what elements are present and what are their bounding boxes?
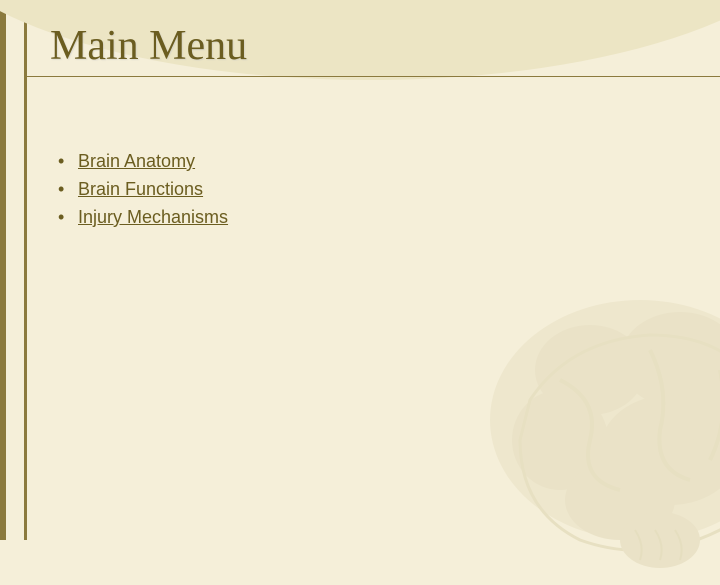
menu-link-brain-functions[interactable]: Brain Functions [78,179,203,199]
page-title: Main Menu [50,22,720,70]
list-item: Injury Mechanisms [74,204,720,232]
slide-content: Main Menu Brain Anatomy Brain Functions … [0,0,720,232]
list-item: Brain Anatomy [74,148,720,176]
menu-link-injury-mechanisms[interactable]: Injury Mechanisms [78,207,228,227]
list-item: Brain Functions [74,176,720,204]
brain-watermark-icon [470,280,720,580]
menu-link-brain-anatomy[interactable]: Brain Anatomy [78,151,195,171]
main-menu-list: Brain Anatomy Brain Functions Injury Mec… [50,148,720,232]
